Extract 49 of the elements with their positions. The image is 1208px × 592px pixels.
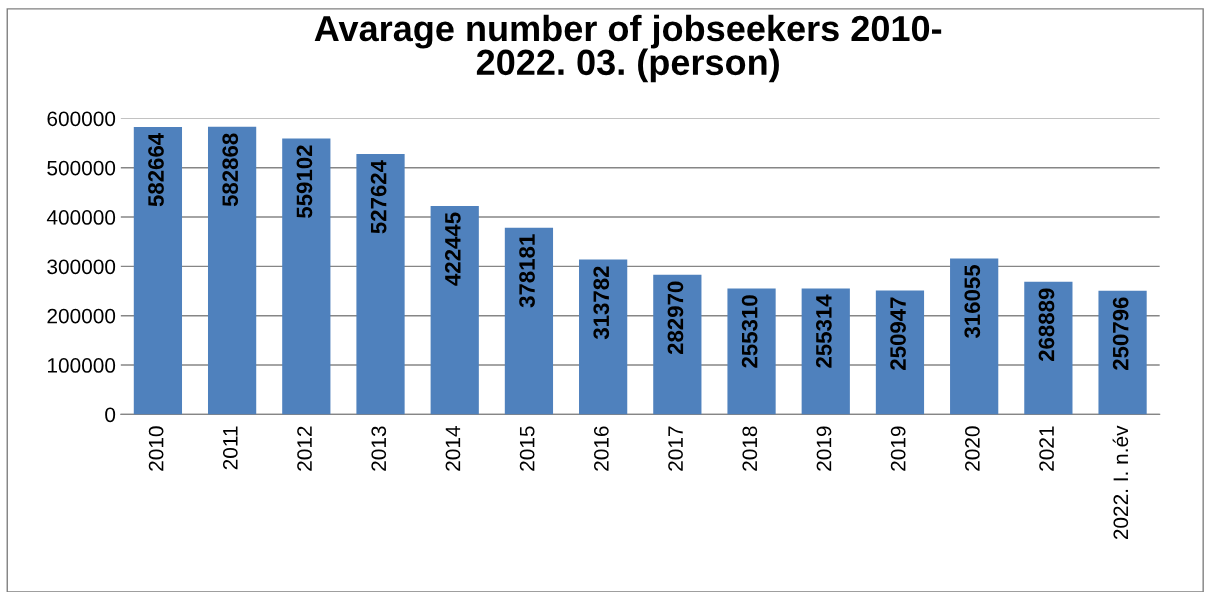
x-tick-label: 2019 <box>816 426 832 471</box>
bar <box>356 154 405 415</box>
data-label: 378181 <box>519 234 535 308</box>
bar <box>207 126 257 415</box>
data-label: 255310 <box>741 295 758 368</box>
data-label: 313782 <box>593 266 610 340</box>
bar <box>504 227 554 415</box>
data-label: 422445 <box>444 212 461 286</box>
bar <box>653 274 702 415</box>
x-tick-label: 2013 <box>371 426 387 471</box>
bar <box>1098 290 1147 415</box>
x-tick-label: 2011 <box>222 426 238 470</box>
data-label: 559102 <box>296 145 313 218</box>
bar <box>282 138 331 415</box>
x-tick-label: 2014 <box>445 426 461 471</box>
chart-title: Avarage number of jobseekers 2010- 2022. 03. (person) <box>314 14 942 83</box>
bar <box>133 126 183 415</box>
bar <box>801 288 850 415</box>
data-label: 316055 <box>964 265 981 339</box>
bar <box>1024 281 1073 415</box>
bar <box>950 258 999 415</box>
x-tick-label: 2018 <box>742 426 758 471</box>
data-label: 582664 <box>148 132 164 207</box>
data-label: 527624 <box>370 160 387 234</box>
bar <box>430 205 479 415</box>
x-tick-label: 2021 <box>1039 426 1054 471</box>
x-tick-label: 2017 <box>668 426 683 471</box>
data-label: 282970 <box>667 281 684 355</box>
y-tick-label: 400000 <box>46 210 116 225</box>
y-tick-label: 500000 <box>47 160 116 176</box>
data-label: 582868 <box>222 133 239 207</box>
y-tick-label: 200000 <box>47 308 116 324</box>
y-tick-label: 100000 <box>48 358 116 373</box>
data-label: 268889 <box>1038 288 1055 362</box>
bar <box>579 259 628 415</box>
x-tick-label: 2012 <box>297 426 312 471</box>
data-label: 255314 <box>815 294 832 368</box>
x-tick-label: 2022. I. n.év <box>1112 425 1129 540</box>
x-tick-label: 2016 <box>593 426 609 471</box>
y-tick-label: 0 <box>105 407 116 423</box>
bar <box>727 288 776 415</box>
x-tick-label: 2015 <box>519 426 535 471</box>
data-label: 250796 <box>1112 297 1129 370</box>
data-label: 250947 <box>890 297 906 370</box>
y-tick-label: 300000 <box>47 259 116 275</box>
x-tick-label: 2020 <box>965 426 980 471</box>
x-tick-label: 2010 <box>148 426 164 471</box>
y-tick-label: 600000 <box>47 111 116 127</box>
x-tick-label: 2019 <box>890 426 906 471</box>
